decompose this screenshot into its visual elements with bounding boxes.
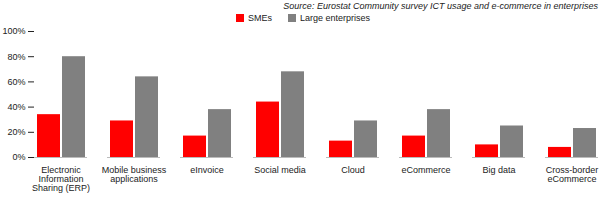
- svg-text:Social media: Social media: [254, 165, 306, 175]
- svg-text:20%: 20%: [7, 127, 25, 137]
- svg-text:ElectronicInformationSharing (: ElectronicInformationSharing (ERP): [32, 165, 90, 193]
- svg-text:Cross-bordereCommerce: Cross-bordereCommerce: [546, 165, 599, 184]
- svg-text:40%: 40%: [7, 102, 25, 112]
- svg-text:Mobile businessapplications: Mobile businessapplications: [102, 165, 167, 184]
- svg-text:eCommerce: eCommerce: [401, 165, 450, 175]
- svg-text:100%: 100%: [2, 26, 25, 36]
- svg-text:eInvoice: eInvoice: [190, 165, 224, 175]
- svg-text:Big data: Big data: [482, 165, 515, 175]
- svg-text:Cloud: Cloud: [341, 165, 365, 175]
- html-text:Source: Eurostat Community sur: Source: Eurostat Community survey ICT us…: [283, 1, 598, 11]
- svg-text:60%: 60%: [7, 77, 25, 87]
- svg-text:80%: 80%: [7, 52, 25, 62]
- html-text:SMEs: SMEs: [248, 13, 272, 23]
- html-text:Large enterprises: Large enterprises: [300, 13, 370, 23]
- svg-text:0%: 0%: [12, 152, 25, 162]
